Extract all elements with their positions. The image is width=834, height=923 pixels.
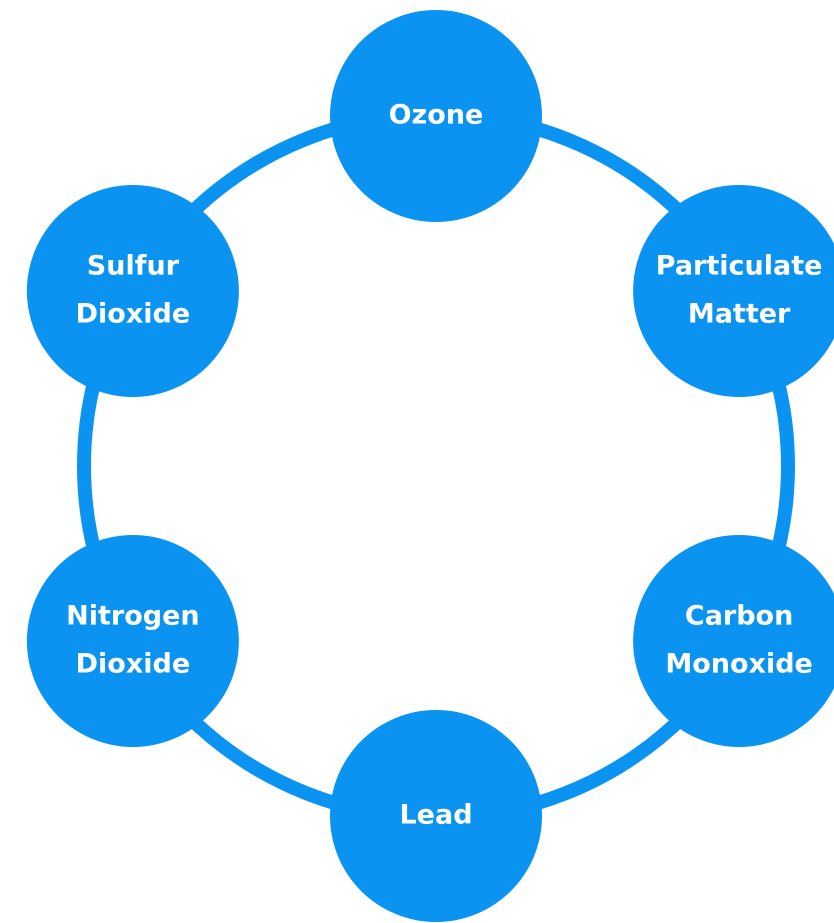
node-label: Sulfur [87,251,180,282]
node-label: Matter [688,299,791,330]
node-label: Particulate [656,251,823,282]
node-label: Nitrogen [66,601,199,632]
node-label: Dioxide [76,649,191,680]
node-circle [633,535,834,747]
node-circle [633,185,834,397]
node-circle [330,10,542,222]
node-label: Carbon [685,601,793,632]
node-label: Dioxide [76,299,191,330]
node-label: Ozone [389,100,484,131]
node-label: Lead [399,800,472,831]
node-circle [26,535,239,747]
node-circle [26,185,239,397]
node-circle [330,710,542,922]
node-label: Monoxide [665,649,813,680]
